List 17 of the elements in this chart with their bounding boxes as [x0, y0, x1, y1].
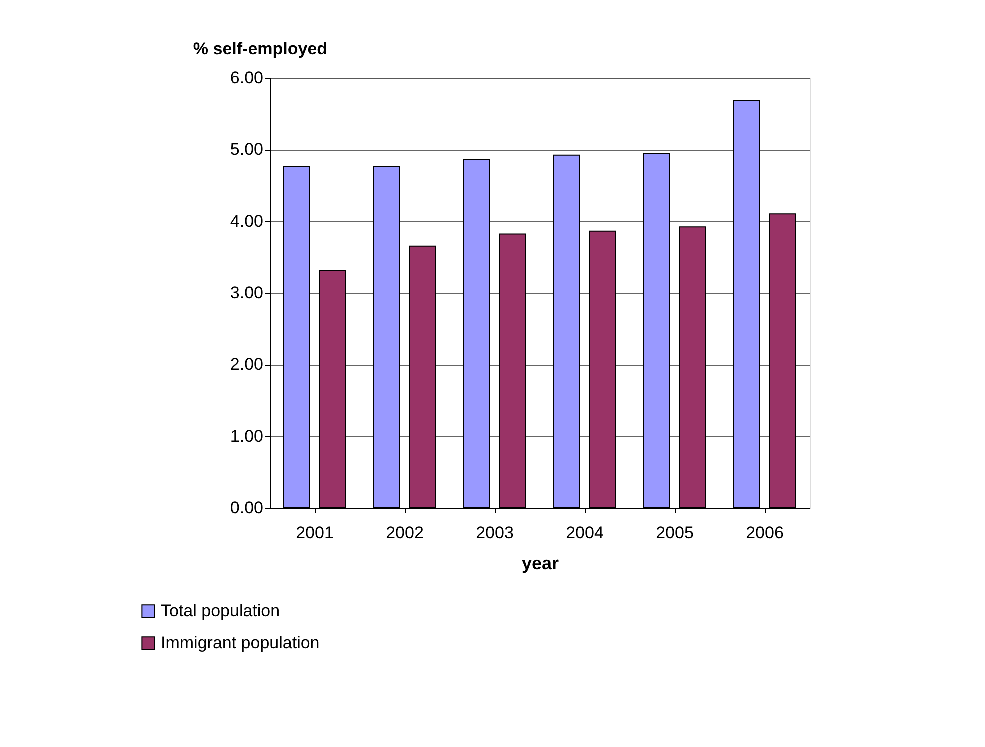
x-tick-label: 2002	[386, 524, 424, 542]
y-axis-title: % self-employed	[193, 40, 328, 58]
x-tick-label: 2004	[566, 524, 604, 542]
x-tick-label: 2005	[656, 524, 694, 542]
x-tick-label: 2001	[296, 524, 334, 542]
y-tick-label: 5.00	[230, 140, 264, 160]
y-tick-label: 2.00	[230, 355, 264, 374]
x-tick-label: 2003	[476, 524, 514, 542]
x-axis-title: year	[522, 554, 560, 574]
y-tick-label: 1.00	[230, 426, 264, 446]
legend-label: Immigrant population	[161, 634, 320, 652]
y-tick-label: 4.00	[230, 212, 264, 231]
x-tick-label: 2006	[746, 524, 784, 542]
legend-label: Total population	[161, 602, 280, 620]
y-tick-label: 6.00	[230, 68, 264, 88]
y-tick-label: 0.00	[230, 498, 264, 518]
y-tick-label: 3.00	[230, 284, 264, 302]
